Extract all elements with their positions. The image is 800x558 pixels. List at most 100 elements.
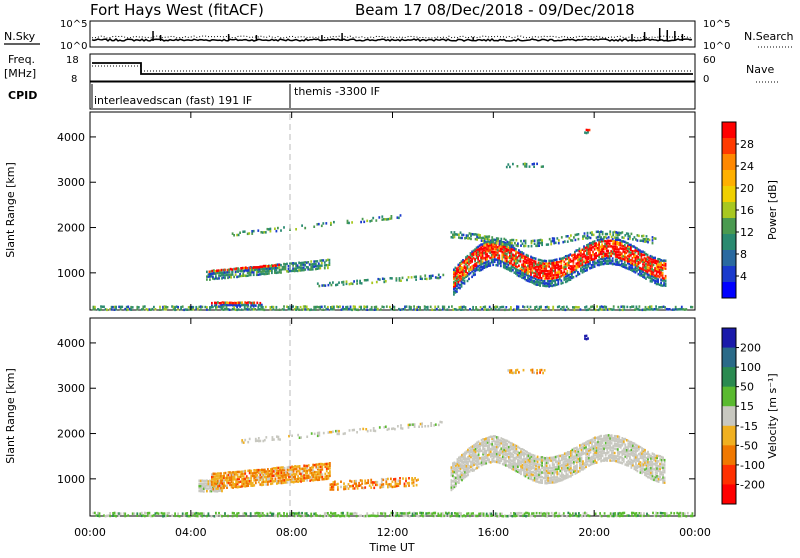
echo-cell — [367, 279, 369, 282]
echo-cell — [555, 481, 557, 484]
echo-cell — [505, 244, 507, 247]
echo-cell — [404, 483, 406, 486]
echo-cell — [615, 435, 617, 438]
echo-cell — [329, 259, 331, 262]
echo-cell — [264, 439, 266, 442]
echo-cell — [656, 472, 658, 475]
echo-cell — [262, 512, 264, 515]
echo-cell — [251, 232, 253, 235]
echo-cell — [474, 273, 476, 276]
echo-cell — [475, 306, 477, 309]
echo-cell — [558, 242, 560, 245]
echo-cell — [144, 515, 146, 518]
echo-cell — [267, 513, 269, 516]
echo-cell — [400, 214, 402, 217]
echo-cell — [623, 237, 625, 240]
echo-cell — [470, 469, 472, 472]
echo-cell — [217, 301, 219, 304]
range-tick-label: 4000 — [57, 131, 85, 144]
echo-cell — [535, 257, 537, 260]
echo-cell — [652, 242, 654, 245]
echo-cell — [641, 253, 643, 256]
noise-search-trace — [92, 36, 692, 38]
noise-sky-label: N.Sky — [4, 30, 36, 43]
echo-cell — [653, 269, 655, 272]
echo-cell — [461, 285, 463, 288]
echo-cell — [237, 474, 239, 477]
echo-cell — [488, 235, 490, 238]
echo-cell — [124, 513, 126, 516]
echo-cell — [238, 512, 240, 515]
echo-cell — [491, 443, 493, 446]
echo-cell — [410, 306, 412, 309]
echo-cell — [493, 438, 495, 441]
echo-cell — [277, 271, 279, 274]
echo-cell — [543, 466, 545, 469]
echo-cell — [415, 278, 417, 281]
echo-cell — [564, 240, 566, 243]
echo-cell — [638, 235, 640, 238]
echo-cell — [370, 486, 372, 489]
echo-cell — [241, 483, 243, 486]
echo-cell — [362, 218, 364, 221]
echo-cell — [424, 425, 426, 428]
echo-cell — [470, 449, 472, 452]
echo-cell — [627, 460, 629, 463]
echo-cell — [108, 514, 110, 517]
echo-cell — [596, 305, 598, 308]
echo-cell — [470, 238, 472, 241]
echo-cell — [204, 482, 206, 485]
echo-cell — [616, 251, 618, 254]
echo-cell — [111, 308, 113, 311]
echo-cell — [488, 239, 490, 242]
echo-cell — [424, 274, 426, 277]
echo-cell — [627, 462, 629, 465]
echo-cell — [360, 515, 362, 518]
echo-cell — [531, 240, 533, 243]
echo-cell — [340, 486, 342, 489]
echo-cell — [547, 474, 549, 477]
echo-cell — [543, 459, 545, 462]
echo-cell — [644, 449, 646, 452]
echo-cell — [408, 482, 410, 485]
echo-cell — [494, 435, 496, 438]
echo-cell — [230, 276, 232, 279]
echo-cell — [217, 485, 219, 488]
echo-cell — [164, 512, 166, 515]
echo-cell — [421, 278, 423, 281]
echo-cell — [548, 306, 550, 309]
echo-cell — [477, 309, 479, 312]
echo-cell — [614, 452, 616, 455]
echo-cell — [641, 258, 643, 261]
echo-cell — [144, 512, 146, 515]
echo-cell — [233, 234, 235, 237]
echo-cell — [399, 277, 401, 280]
echo-cell — [652, 463, 654, 466]
echo-cell — [253, 475, 255, 478]
echo-cell — [660, 282, 662, 285]
echo-cell — [567, 240, 569, 243]
echo-cell — [316, 260, 318, 263]
echo-cell — [265, 273, 267, 276]
echo-cell — [541, 239, 543, 242]
echo-cell — [494, 246, 496, 249]
echo-cell — [253, 469, 255, 472]
echo-cell — [333, 308, 335, 311]
echo-cell — [464, 282, 466, 285]
echo-cell — [552, 306, 554, 309]
echo-cell — [525, 245, 527, 248]
echo-cell — [141, 512, 143, 515]
echo-cell — [424, 515, 426, 518]
echo-cell — [324, 305, 326, 308]
echo-cell — [629, 235, 631, 238]
echo-cell — [204, 480, 206, 483]
echo-cell — [556, 284, 558, 287]
echo-cell — [325, 512, 327, 515]
echo-cell — [409, 515, 411, 518]
echo-cell — [100, 308, 102, 311]
echo-cell — [301, 262, 303, 265]
echo-cell — [265, 231, 267, 234]
echo-cell — [361, 480, 363, 483]
colorbar-swatch — [722, 234, 736, 251]
echo-cell — [591, 233, 593, 236]
